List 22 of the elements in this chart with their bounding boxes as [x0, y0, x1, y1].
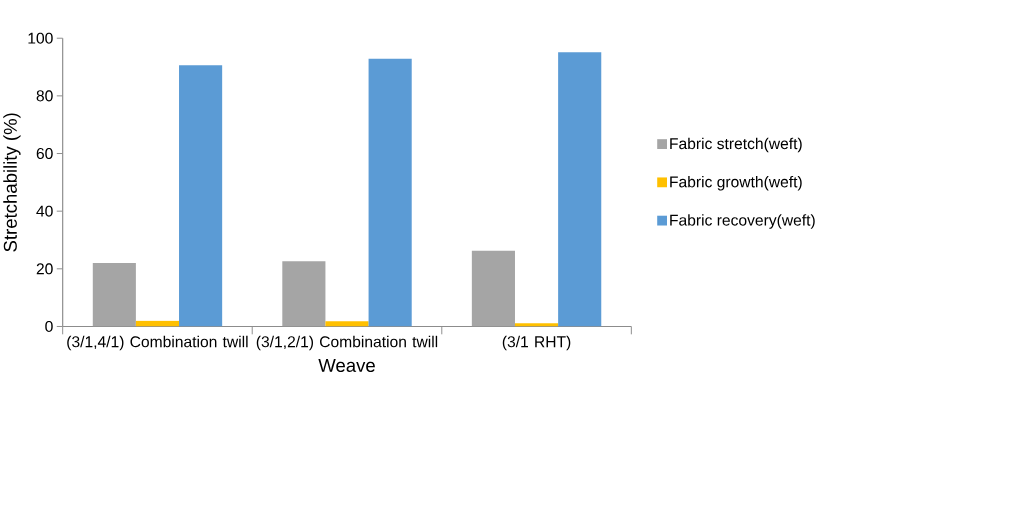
y-tick-label: 20	[36, 263, 53, 275]
bar	[514, 323, 559, 327]
bar	[368, 58, 412, 327]
legend-label: Fabric stretch(weft)	[670, 137, 802, 153]
legend-label: Fabric recovery(weft)	[670, 214, 815, 229]
bar	[179, 65, 223, 327]
x-tick-label: (3/1,2/1) Combination twill	[256, 335, 438, 351]
bar	[282, 261, 326, 327]
x-axis-title: Weave	[318, 359, 375, 373]
y-tick-label: 40	[36, 205, 53, 217]
y-tick-label: 100	[28, 32, 53, 44]
y-tick-label: 80	[36, 90, 53, 102]
x-tick-label: (3/1 RHT)	[502, 335, 571, 351]
bar	[92, 263, 136, 327]
y-axis-title: Stretchability (%)	[3, 113, 21, 252]
bar	[325, 321, 369, 327]
y-tick-label: 0	[45, 320, 53, 333]
legend-label: Fabric growth(weft)	[670, 176, 802, 191]
y-tick-label: 60	[36, 148, 53, 160]
bar	[471, 250, 515, 327]
x-tick-label: (3/1,4/1) Combination twill	[67, 335, 248, 351]
bar	[558, 52, 602, 327]
